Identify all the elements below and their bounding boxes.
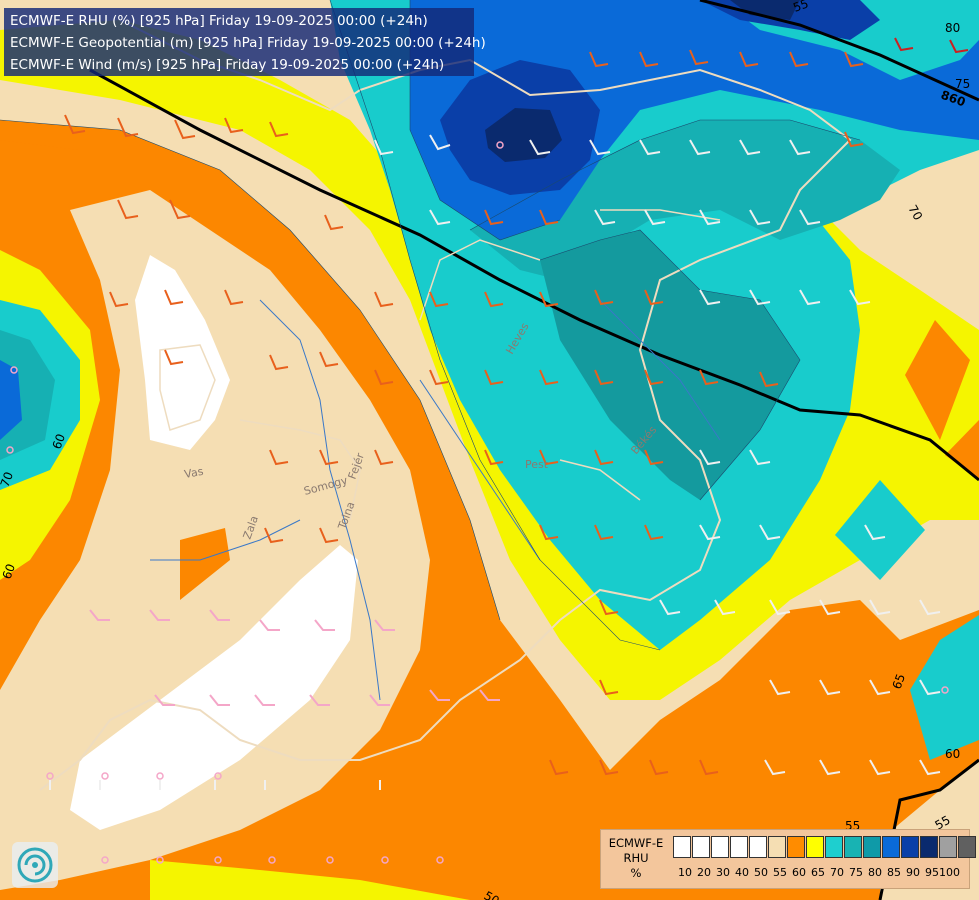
legend-title-1: ECMWF-E [608,836,664,850]
legend-swatch [692,836,710,858]
legend-swatch [806,836,824,858]
legend-tick-label: 10 [678,866,692,879]
wind-barbs [6,37,969,864]
rhu-70-75-core [540,230,800,500]
rhu-75-80-west [0,360,22,440]
legend-swatch [844,836,862,858]
legend-tick-label: 90 [906,866,920,879]
rhu-below-50-south [70,545,358,830]
legend-tick-label: 30 [716,866,730,879]
legend-swatch [730,836,748,858]
rhu-70-75-region [470,120,900,280]
legend-tick-label: 40 [735,866,749,879]
rhu-contour-lines [0,0,861,651]
legend-tick-label: 80 [868,866,882,879]
legend-tick-label: 65 [811,866,825,879]
title-geopotential: ECMWF-E Geopotential (m) [925 hPa] Frida… [10,35,486,51]
legend-tick-label: 95 [925,866,939,879]
legend-swatch [920,836,938,858]
map-title-box: ECMWF-E RHU (%) [925 hPa] Friday 19-09-2… [4,8,486,76]
legend-swatch [863,836,881,858]
legend-tick-label: 75 [849,866,863,879]
rhu-label-55-west: 60 [50,432,68,451]
title-rhu: ECMWF-E RHU (%) [925 hPa] Friday 19-09-2… [10,13,428,29]
rhu-label-55-south: 55 [791,0,810,15]
river-lines [150,299,721,701]
rhu-orange-blob [180,528,230,600]
legend-tick-label: 20 [697,866,711,879]
legend-tick-label: 55 [773,866,787,879]
legend-swatch [673,836,691,858]
rhu-east-orange [905,320,970,440]
legend-ticks: 10 20 30 40 50 55 60 65 70 75 80 85 90 95 100 [673,866,960,879]
rhu-85-90-northeast [730,0,800,20]
rhu-label-50: 55 [933,813,953,833]
legend-swatch [901,836,919,858]
legend-swatch [882,836,900,858]
legend-swatches [673,836,977,858]
legend-tick-label: 100 [939,866,960,879]
legend-swatch [768,836,786,858]
rhu-label-60: 60 [945,747,960,761]
title-wind: ECMWF-E Wind (m/s) [925 hPa] Friday 19-0… [10,57,445,73]
rhu-south-yellow [150,860,470,900]
region-border [159,209,721,521]
rhu-label-80: 80 [945,21,960,35]
rhu-label-70: 70 [905,203,925,223]
legend-tick-label: 60 [792,866,806,879]
rhu-label-65: 65 [890,672,908,691]
legend-swatch [787,836,805,858]
legend-tick-label: 85 [887,866,901,879]
place-label-pest: Pest [525,458,549,471]
legend-swatch [749,836,767,858]
ecmwf-logo-icon [12,842,58,888]
geopotential-contour-north [699,0,979,102]
rhu-label-60-south: 50 [482,888,502,900]
rhu-east-orange-2 [945,420,979,480]
legend-tick-label: 50 [754,866,768,879]
rhu-label-75: 75 [955,77,970,91]
legend-swatch [958,836,976,858]
place-label-vas: Vas [183,465,204,481]
rhu-85-90-core [485,108,562,162]
geopotential-860-contour [89,68,979,482]
rhu-label-60-west: 60 [0,562,18,581]
legend-tick-label: 70 [830,866,844,879]
legend-unit: % [630,866,642,880]
legend-swatch [825,836,843,858]
legend-title-2: RHU [623,851,649,865]
legend-swatch [711,836,729,858]
rhu-label-70-west: 70 [0,470,16,489]
rhu-legend: ECMWF-E RHU % 10 20 30 40 50 55 60 65 70 75 80 85 90… [600,829,976,889]
rhu-east-cyan [835,480,925,580]
legend-swatch [939,836,957,858]
